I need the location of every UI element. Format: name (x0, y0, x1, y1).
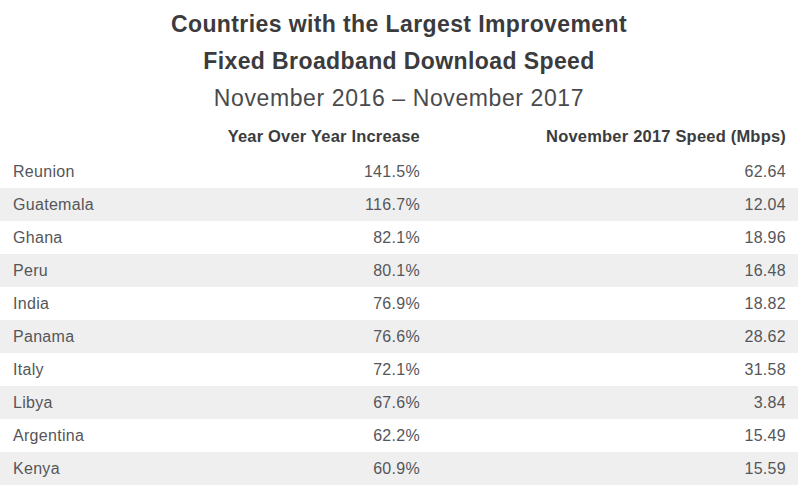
speed-cell: 31.58 (420, 361, 786, 379)
country-cell: Argentina (13, 427, 193, 445)
increase-cell: 67.6% (193, 394, 420, 412)
speed-cell: 12.04 (420, 196, 786, 214)
column-header-november-2017-speed: November 2017 Speed (Mbps) (420, 127, 786, 155)
increase-cell: 72.1% (193, 361, 420, 379)
increase-cell: 141.5% (193, 163, 420, 181)
speed-cell: 15.49 (420, 427, 786, 445)
increase-cell: 60.9% (193, 460, 420, 478)
subtitle-date-range: November 2016 – November 2017 (0, 80, 798, 117)
speed-cell: 62.64 (420, 163, 786, 181)
table-row: Panama 76.6% 28.62 (0, 320, 798, 353)
country-cell: Libya (13, 394, 193, 412)
table-row: Libya 67.6% 3.84 (0, 386, 798, 419)
country-cell: Reunion (13, 163, 193, 181)
table-header-row: Year Over Year Increase November 2017 Sp… (0, 117, 798, 155)
table-row: India 76.9% 18.82 (0, 287, 798, 320)
column-header-year-over-year-increase: Year Over Year Increase (193, 127, 420, 155)
country-cell: Ghana (13, 229, 193, 247)
speed-cell: 18.96 (420, 229, 786, 247)
table-body: Reunion 141.5% 62.64 Guatemala 116.7% 12… (0, 155, 798, 485)
country-cell: Italy (13, 361, 193, 379)
broadband-improvement-infographic: Countries with the Largest Improvement F… (0, 0, 798, 488)
increase-cell: 82.1% (193, 229, 420, 247)
table-row: Peru 80.1% 16.48 (0, 254, 798, 287)
title-line-1: Countries with the Largest Improvement (0, 6, 798, 43)
country-cell: Panama (13, 328, 193, 346)
table-row: Ghana 82.1% 18.96 (0, 221, 798, 254)
table-row: Guatemala 116.7% 12.04 (0, 188, 798, 221)
increase-cell: 116.7% (193, 196, 420, 214)
speed-cell: 28.62 (420, 328, 786, 346)
speed-cell: 16.48 (420, 262, 786, 280)
table-row: Italy 72.1% 31.58 (0, 353, 798, 386)
table-row: Argentina 62.2% 15.49 (0, 419, 798, 452)
speed-cell: 15.59 (420, 460, 786, 478)
country-cell: Peru (13, 262, 193, 280)
column-header-country (13, 146, 193, 155)
title-block: Countries with the Largest Improvement F… (0, 0, 798, 117)
title-line-2: Fixed Broadband Download Speed (0, 43, 798, 80)
country-cell: Guatemala (13, 196, 193, 214)
table-row: Kenya 60.9% 15.59 (0, 452, 798, 485)
increase-cell: 80.1% (193, 262, 420, 280)
speed-cell: 18.82 (420, 295, 786, 313)
speed-cell: 3.84 (420, 394, 786, 412)
country-cell: Kenya (13, 460, 193, 478)
table-row: Reunion 141.5% 62.64 (0, 155, 798, 188)
increase-cell: 76.9% (193, 295, 420, 313)
country-cell: India (13, 295, 193, 313)
increase-cell: 76.6% (193, 328, 420, 346)
increase-cell: 62.2% (193, 427, 420, 445)
